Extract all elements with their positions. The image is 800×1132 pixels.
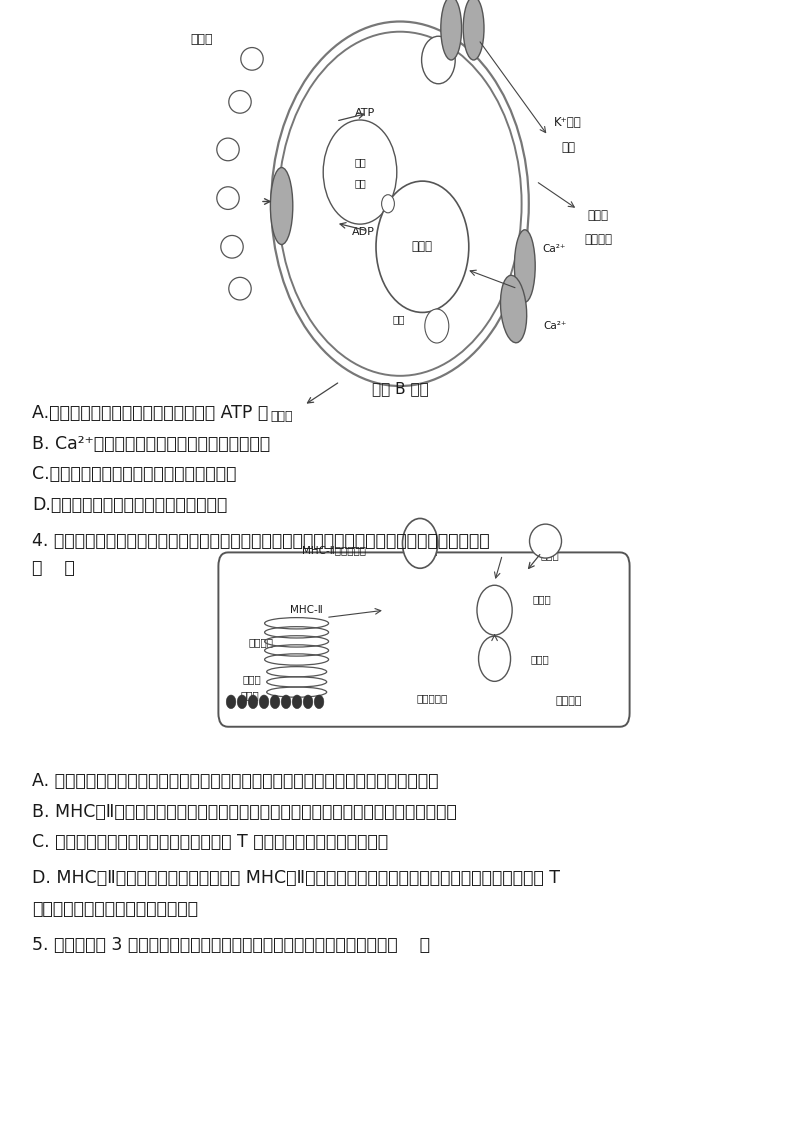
- Text: (+): (+): [430, 321, 444, 331]
- Text: Ca²⁺: Ca²⁺: [542, 245, 566, 254]
- Text: MHC-Ⅱ: MHC-Ⅱ: [290, 606, 322, 615]
- Text: D. MHC－Ⅱ与吞噬溶酶体中的抗原形成 MHC－Ⅱ抗原复合物，该复合物最终移动到细胞膜的表面，被 T: D. MHC－Ⅱ与吞噬溶酶体中的抗原形成 MHC－Ⅱ抗原复合物，该复合物最终移动…: [32, 869, 560, 887]
- Circle shape: [226, 695, 236, 709]
- Text: 抗原: 抗原: [426, 546, 438, 555]
- Text: C.细胞外葡萄糖浓度降低会促进胰岛素释放: C.细胞外葡萄糖浓度降低会促进胰岛素释放: [32, 465, 236, 483]
- Ellipse shape: [441, 0, 462, 60]
- Text: 释放: 释放: [392, 315, 405, 324]
- Circle shape: [422, 36, 455, 84]
- Ellipse shape: [270, 168, 293, 245]
- Text: C. 吞噬细胞将加工、处理后的抗原呈递给 T 细胞是细胞间信息传递的一种: C. 吞噬细胞将加工、处理后的抗原呈递给 T 细胞是细胞间信息传递的一种: [32, 833, 388, 851]
- Text: 吞噬体: 吞噬体: [533, 594, 552, 603]
- Circle shape: [282, 695, 291, 709]
- Circle shape: [238, 695, 247, 709]
- FancyBboxPatch shape: [218, 552, 630, 727]
- Circle shape: [478, 636, 510, 681]
- Ellipse shape: [463, 0, 484, 60]
- Text: 吞噬溶酶体: 吞噬溶酶体: [416, 694, 447, 703]
- Text: ①: ①: [494, 606, 503, 615]
- Text: 病原体: 病原体: [540, 550, 559, 559]
- Text: K⁺外流: K⁺外流: [554, 115, 582, 129]
- Text: 5. 某同学画出 3 幅表示生态系统部分碳循环的示意图，下列分析错误的是（    ）: 5. 某同学画出 3 幅表示生态系统部分碳循环的示意图，下列分析错误的是（ ）: [32, 936, 430, 954]
- Ellipse shape: [221, 235, 243, 258]
- Text: 胰岛 B 细胞: 胰岛 B 细胞: [372, 380, 428, 396]
- Circle shape: [270, 695, 280, 709]
- Text: Pi: Pi: [402, 211, 411, 220]
- Text: B. MHC－Ⅱ是由细胞质基质中游离的核糖体合成后，再经内质网和高尔基体加工形成的: B. MHC－Ⅱ是由细胞质基质中游离的核糖体合成后，再经内质网和高尔基体加工形成…: [32, 803, 457, 821]
- Ellipse shape: [501, 275, 526, 343]
- Ellipse shape: [514, 230, 535, 302]
- Text: 高尔基体: 高尔基体: [249, 637, 274, 648]
- Text: 受阻: 受阻: [561, 140, 575, 154]
- Circle shape: [323, 120, 397, 224]
- Circle shape: [376, 181, 469, 312]
- Text: D.该过程参与了血糖浓度的反馈调节机制: D.该过程参与了血糖浓度的反馈调节机制: [32, 496, 227, 514]
- Circle shape: [271, 22, 529, 386]
- Circle shape: [477, 585, 512, 635]
- Text: A.细胞呼吸将葡萄糖中的化学能贮存在 ATP 中: A.细胞呼吸将葡萄糖中的化学能贮存在 ATP 中: [32, 404, 268, 422]
- Circle shape: [303, 695, 313, 709]
- Text: B. Ca²⁺内流促使细胞通过胞吐方式释放胰岛素: B. Ca²⁺内流促使细胞通过胞吐方式释放胰岛素: [32, 435, 270, 453]
- Text: 细胞: 细胞: [354, 157, 366, 166]
- Text: 核糖体: 核糖体: [240, 691, 259, 701]
- Text: P: P: [435, 55, 442, 65]
- Ellipse shape: [229, 277, 251, 300]
- Ellipse shape: [241, 48, 263, 70]
- Text: 葡萄糖: 葡萄糖: [190, 33, 213, 46]
- Ellipse shape: [217, 138, 239, 161]
- Text: 4. 右上图表示病原体侵入人体时，吞噬细胞加工、处理、呈递抗原的过程。下列相关叙述错误的是: 4. 右上图表示病原体侵入人体时，吞噬细胞加工、处理、呈递抗原的过程。下列相关叙…: [32, 532, 490, 550]
- Ellipse shape: [229, 91, 251, 113]
- Text: （    ）: （ ）: [32, 559, 74, 577]
- Circle shape: [425, 309, 449, 343]
- Circle shape: [292, 695, 302, 709]
- Text: 胰岛素: 胰岛素: [412, 240, 433, 254]
- Text: A. 吞噬细胞吞噬病原体，如果能够在溶酶体作用下彻底分解清除，则属于非特异性免疫: A. 吞噬细胞吞噬病原体，如果能够在溶酶体作用下彻底分解清除，则属于非特异性免疫: [32, 772, 438, 790]
- Text: 细胞膜: 细胞膜: [588, 208, 609, 222]
- Text: 吞噬细胞: 吞噬细胞: [556, 696, 582, 706]
- Text: 溶酶体: 溶酶体: [530, 653, 550, 663]
- Circle shape: [402, 518, 438, 568]
- Ellipse shape: [530, 524, 562, 558]
- Text: 胰岛素: 胰岛素: [270, 410, 293, 423]
- Text: 细胞识别，启动细胞免疫和体液免疫: 细胞识别，启动细胞免疫和体液免疫: [32, 900, 198, 918]
- Circle shape: [314, 695, 324, 709]
- Text: ATP: ATP: [354, 109, 375, 118]
- Text: ADP: ADP: [352, 228, 374, 237]
- Text: T细胞: T细胞: [410, 539, 430, 548]
- Circle shape: [382, 195, 394, 213]
- Ellipse shape: [217, 187, 239, 209]
- Text: 呼吸: 呼吸: [354, 179, 366, 188]
- Circle shape: [259, 695, 269, 709]
- Text: 电位变化: 电位变化: [584, 233, 613, 247]
- Text: 内质网: 内质网: [242, 675, 261, 685]
- Text: ②: ②: [494, 653, 502, 663]
- Text: MHC-Ⅱ抗原复合物: MHC-Ⅱ抗原复合物: [302, 546, 366, 555]
- Text: Ca²⁺: Ca²⁺: [543, 321, 567, 331]
- Circle shape: [248, 695, 258, 709]
